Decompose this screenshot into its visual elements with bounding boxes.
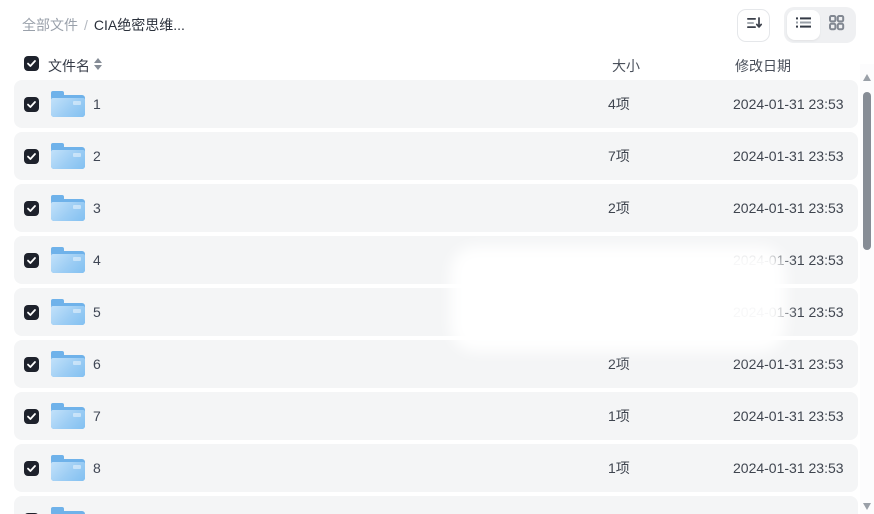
breadcrumb-current-folder: CIA绝密思维... <box>93 17 185 33</box>
folder-name[interactable]: 7 <box>93 408 101 424</box>
folder-name[interactable]: 1 <box>93 96 101 112</box>
check-icon <box>27 256 36 264</box>
scroll-up-arrow-icon[interactable] <box>863 74 871 81</box>
vertical-scrollbar[interactable] <box>860 64 874 514</box>
folder-modified-date: 2024-01-31 23:53 <box>733 148 844 164</box>
folder-size: 4项 <box>608 96 630 112</box>
check-icon <box>27 308 36 316</box>
row-checkbox[interactable] <box>24 408 39 424</box>
select-all-checkbox[interactable] <box>24 56 39 71</box>
folder-row-6[interactable]: 6 2项 2024-01-31 23:53 <box>14 340 858 388</box>
folder-row-3[interactable]: 3 2项 2024-01-31 23:53 <box>14 184 858 232</box>
folder-icon <box>51 90 85 118</box>
check-icon <box>27 60 36 67</box>
folder-size: 2项 <box>608 200 630 216</box>
grid-view-icon <box>828 14 845 36</box>
folder-name[interactable]: 8 <box>93 460 101 476</box>
column-header-filename[interactable]: 文件名 <box>48 58 90 74</box>
check-icon <box>27 360 36 368</box>
row-checkbox[interactable] <box>24 148 39 164</box>
folder-icon <box>51 298 85 326</box>
check-icon <box>27 100 36 108</box>
folder-size: 2项 <box>608 356 630 372</box>
check-icon <box>27 464 36 472</box>
row-checkbox[interactable] <box>24 200 39 216</box>
scroll-down-arrow-icon[interactable] <box>863 503 871 510</box>
file-list: 1 4项 2024-01-31 23:53 2 7项 2024-01-31 23… <box>14 80 858 514</box>
view-mode-toggle <box>784 7 856 43</box>
scrollbar-thumb[interactable] <box>863 92 871 250</box>
folder-modified-date: 2024-01-31 23:53 <box>733 304 844 320</box>
folder-icon <box>51 506 85 514</box>
folder-icon <box>51 142 85 170</box>
toolbar <box>737 7 856 43</box>
folder-modified-date: 2024-01-31 23:53 <box>733 252 844 268</box>
folder-modified-date: 2024-01-31 23:53 <box>733 96 844 112</box>
folder-modified-date: 2024-01-31 23:53 <box>733 200 844 216</box>
row-checkbox[interactable] <box>24 304 39 320</box>
sort-asc-icon <box>94 58 102 63</box>
folder-icon <box>51 454 85 482</box>
folder-modified-date: 2024-01-31 23:53 <box>733 460 844 476</box>
folder-size: 7项 <box>608 148 630 164</box>
folder-row-4[interactable]: 4 2024-01-31 23:53 <box>14 236 858 284</box>
check-icon <box>27 204 36 212</box>
row-checkbox[interactable] <box>24 512 39 514</box>
folder-row-5[interactable]: 5 2024-01-31 23:53 <box>14 288 858 336</box>
folder-name[interactable]: 5 <box>93 304 101 320</box>
grid-view-button[interactable] <box>820 10 853 40</box>
folder-icon <box>51 402 85 430</box>
folder-name[interactable]: 6 <box>93 356 101 372</box>
breadcrumb-all-files-link[interactable]: 全部文件 <box>22 17 78 33</box>
row-checkbox[interactable] <box>24 356 39 372</box>
row-checkbox[interactable] <box>24 96 39 112</box>
sort-button[interactable] <box>737 8 770 42</box>
folder-modified-date: 2024-01-31 23:53 <box>733 408 844 424</box>
list-view-icon <box>795 14 812 36</box>
column-header-modified: 修改日期 <box>735 58 791 74</box>
breadcrumb: 全部文件 / CIA绝密思维... <box>22 15 185 35</box>
check-icon <box>27 412 36 420</box>
sort-descending-icon <box>745 14 763 37</box>
folder-row-1[interactable]: 1 4项 2024-01-31 23:53 <box>14 80 858 128</box>
row-checkbox[interactable] <box>24 252 39 268</box>
folder-size: 1项 <box>608 408 630 424</box>
folder-name[interactable]: 3 <box>93 200 101 216</box>
filename-sort-control[interactable] <box>94 58 102 70</box>
sort-desc-icon <box>94 65 102 70</box>
folder-name[interactable]: 4 <box>93 252 101 268</box>
folder-row-2[interactable]: 2 7项 2024-01-31 23:53 <box>14 132 858 180</box>
folder-row-7[interactable]: 7 1项 2024-01-31 23:53 <box>14 392 858 440</box>
row-checkbox[interactable] <box>24 460 39 476</box>
check-icon <box>27 152 36 160</box>
folder-modified-date: 2024-01-31 23:53 <box>733 356 844 372</box>
folder-icon <box>51 350 85 378</box>
folder-name[interactable]: 2 <box>93 148 101 164</box>
folder-row-8[interactable]: 8 1项 2024-01-31 23:53 <box>14 444 858 492</box>
list-view-button[interactable] <box>787 10 820 40</box>
folder-size: 1项 <box>608 460 630 476</box>
breadcrumb-separator: / <box>84 17 88 33</box>
list-header: 文件名 大小 修改日期 <box>0 54 858 76</box>
folder-icon <box>51 194 85 222</box>
folder-row-9-partial[interactable] <box>14 496 858 514</box>
column-header-size: 大小 <box>612 58 640 74</box>
folder-icon <box>51 246 85 274</box>
